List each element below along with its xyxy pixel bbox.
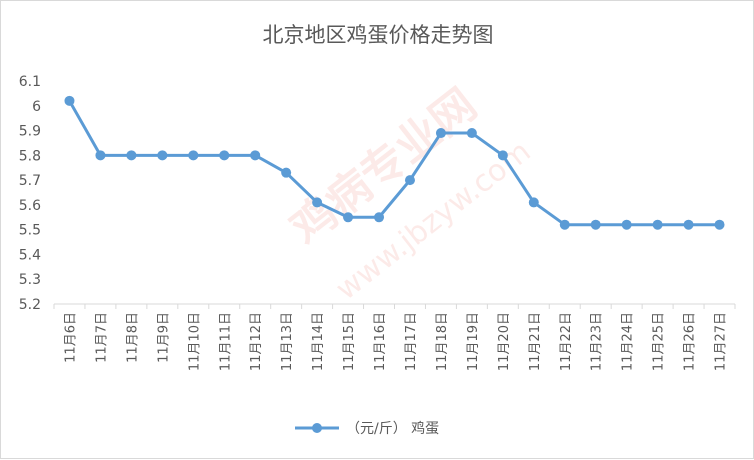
- data-point[interactable]: [126, 150, 137, 161]
- y-tick-label: 5.9: [19, 124, 41, 140]
- data-point[interactable]: [250, 150, 261, 161]
- x-tick-label: 11月14日: [311, 312, 326, 371]
- data-point[interactable]: [621, 219, 632, 230]
- data-point[interactable]: [374, 212, 385, 223]
- x-tick-label: 11月27日: [714, 312, 729, 371]
- chart-title: 北京地区鸡蛋价格走势图: [263, 23, 494, 47]
- watermark-text: 鸡病专业网: [281, 79, 486, 255]
- data-point[interactable]: [466, 128, 477, 139]
- x-tick-label: 11月26日: [683, 312, 698, 371]
- data-point[interactable]: [497, 150, 508, 161]
- legend-marker: [312, 423, 322, 433]
- x-tick-label: 11月16日: [373, 312, 388, 371]
- data-point[interactable]: [219, 150, 230, 161]
- data-point[interactable]: [590, 219, 601, 230]
- x-tick-label: 11月19日: [466, 312, 481, 371]
- x-tick-label: 11月21日: [528, 312, 543, 371]
- x-tick-label: 11月6日: [63, 312, 78, 363]
- x-tick-label: 11月9日: [156, 312, 171, 363]
- x-tick-label: 11月12日: [249, 312, 264, 371]
- data-point[interactable]: [343, 212, 354, 223]
- y-tick-label: 5.4: [19, 247, 41, 263]
- y-tick-label: 5.2: [19, 297, 41, 313]
- data-point[interactable]: [559, 219, 570, 230]
- data-point[interactable]: [435, 128, 446, 139]
- y-tick-label: 6.1: [19, 74, 41, 90]
- x-tick-label: 11月7日: [94, 312, 109, 363]
- x-tick-label: 11月23日: [590, 312, 605, 371]
- data-point[interactable]: [683, 219, 694, 230]
- x-axis: [53, 303, 736, 309]
- x-tick-label: 11月18日: [435, 312, 450, 371]
- data-point[interactable]: [188, 150, 199, 161]
- x-tick-label: 11月17日: [404, 312, 419, 371]
- y-tick-label: 5.5: [19, 223, 41, 239]
- data-point[interactable]: [652, 219, 663, 230]
- data-point[interactable]: [157, 150, 168, 161]
- y-tick-label: 6: [32, 99, 41, 115]
- data-point[interactable]: [714, 219, 725, 230]
- x-tick-label: 11月22日: [559, 312, 574, 371]
- data-point[interactable]: [312, 197, 323, 208]
- legend-label: （元/斤） 鸡蛋: [346, 420, 439, 437]
- y-tick-label: 5.8: [19, 148, 41, 164]
- series-layer: [64, 95, 725, 230]
- series-line: [68, 100, 720, 227]
- x-tick-label: 11月15日: [342, 312, 357, 371]
- x-tick-label: 11月24日: [621, 312, 636, 371]
- data-point[interactable]: [64, 95, 75, 106]
- data-point[interactable]: [281, 167, 292, 178]
- x-tick-label: 11月20日: [497, 312, 512, 371]
- y-tick-label: 5.6: [19, 198, 41, 214]
- data-point[interactable]: [95, 150, 106, 161]
- data-point[interactable]: [528, 197, 539, 208]
- y-tick-label: 5.3: [19, 272, 41, 288]
- x-tick-label: 11月10日: [187, 312, 202, 371]
- data-point[interactable]: [404, 175, 415, 186]
- y-axis-ticks: 6.1 6 5.9 5.8 5.7 5.6 5.5 5.4 5.3 5.2: [19, 74, 41, 313]
- x-tick-label: 11月13日: [280, 312, 295, 371]
- x-tick-label: 11月25日: [652, 312, 667, 371]
- x-tick-label: 11月8日: [125, 312, 140, 363]
- x-tick-label: 11月11日: [218, 312, 233, 371]
- x-axis-ticks: 11月6日 11月7日 11月8日 11月9日 11月10日 11月11日 11月12日 11…: [63, 312, 728, 371]
- legend[interactable]: （元/斤） 鸡蛋: [295, 420, 439, 437]
- watermark: 鸡病专业网 www.jbzyw.com: [281, 79, 537, 307]
- y-tick-label: 5.7: [19, 173, 41, 189]
